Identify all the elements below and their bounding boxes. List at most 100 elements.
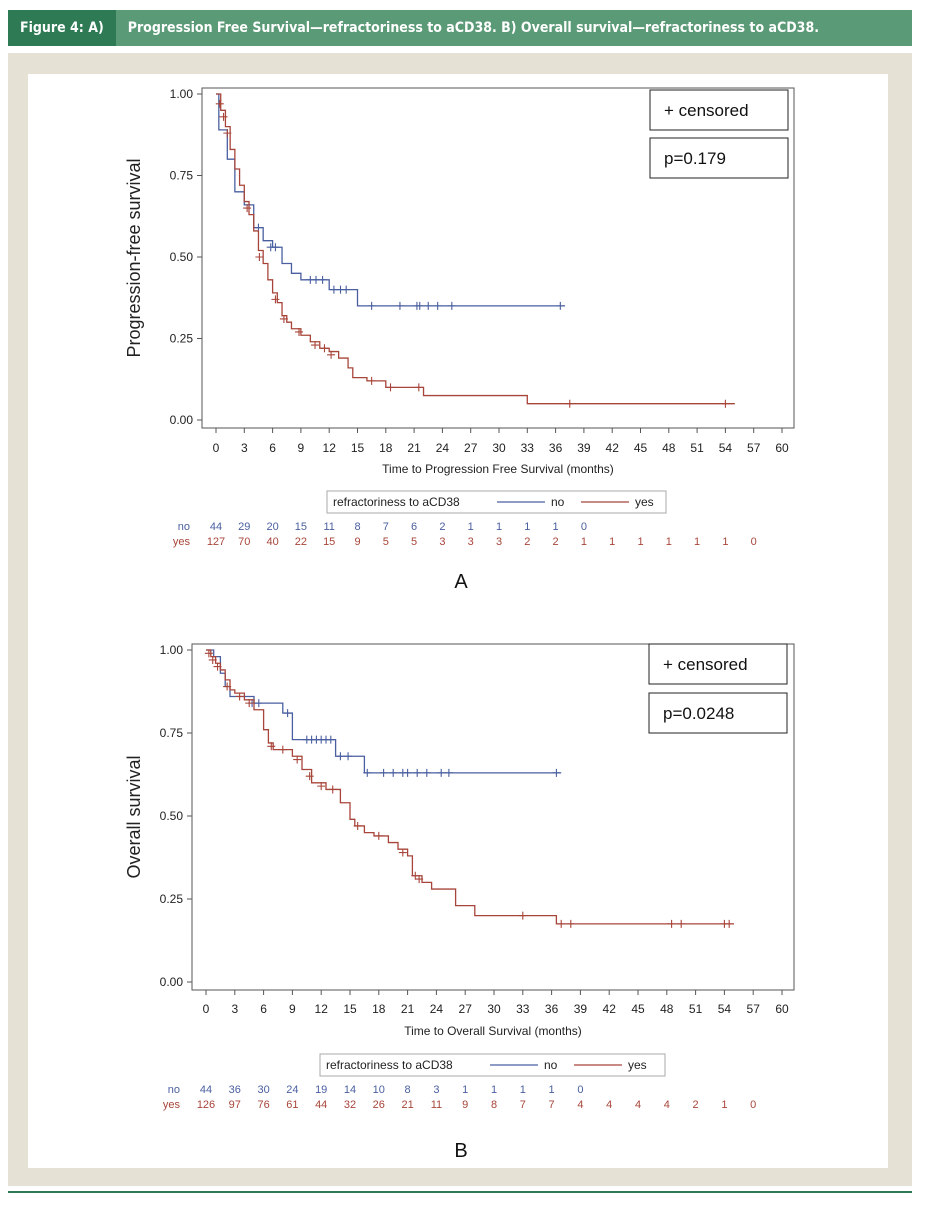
chart-b-at-risk-no: 10	[373, 1084, 385, 1096]
chart-a-at-risk-yes: 3	[468, 536, 474, 548]
chart-a-x-tick-label: 51	[690, 441, 704, 455]
chart-b-x-tick-label: 60	[775, 1002, 789, 1016]
chart-b-x-tick-label: 21	[401, 1002, 415, 1016]
chart-a-at-risk-yes: 5	[383, 536, 389, 548]
chart-b-at-risk-no: 1	[462, 1084, 468, 1096]
chart-b-censor-mark-yes	[518, 911, 527, 920]
chart-b-censor-mark-no	[389, 768, 398, 777]
chart-a-x-axis-title: Time to Progression Free Survival (month…	[382, 462, 614, 476]
chart-a: 0 3 6 9 12 15 18 21 24 27 30 33 36 39 42 45 48 51 54 57 600.…	[124, 87, 795, 593]
chart-a-x-tick-label: 48	[662, 441, 676, 455]
chart-b-at-risk-label-no: no	[168, 1084, 180, 1096]
chart-b-at-risk-yes: 7	[520, 1099, 526, 1111]
chart-b-censor-mark-yes	[278, 745, 287, 754]
chart-a-at-risk-no: 0	[581, 521, 587, 533]
chart-a-at-risk-no: 1	[496, 521, 502, 533]
chart-a-at-risk-yes: 2	[524, 536, 530, 548]
chart-b-at-risk-yes: 7	[549, 1099, 555, 1111]
chart-b-at-risk-no: 0	[577, 1084, 583, 1096]
chart-b-x-tick-label: 45	[631, 1002, 645, 1016]
chart-b-censor-mark-no	[283, 709, 292, 718]
chart-a-at-risk-yes: 127	[207, 536, 225, 548]
chart-a-censor-mark-no	[556, 301, 565, 310]
chart-b-censor-mark-no	[444, 768, 453, 777]
chart-a-at-risk-yes: 9	[354, 536, 360, 548]
chart-b-series-yes-line	[206, 649, 734, 925]
chart-b-y-tick-label: 0.75	[160, 726, 184, 740]
chart-a-censor-mark-yes	[367, 376, 376, 385]
chart-a-x-tick-label: 21	[407, 441, 421, 455]
chart-b-censor-mark-no	[379, 768, 388, 777]
chart-b-x-tick-label: 27	[459, 1002, 473, 1016]
chart-a-p-value-box-text: p=0.179	[664, 149, 726, 168]
chart-a-censor-mark-no	[447, 301, 456, 310]
chart-b-x-tick-label: 42	[603, 1002, 617, 1016]
chart-b-at-risk-no: 44	[200, 1084, 212, 1096]
chart-b-x-tick-label: 15	[343, 1002, 357, 1016]
chart-b-censor-mark-yes	[557, 919, 566, 928]
chart-a-censor-mark-yes	[279, 314, 288, 323]
chart-b-at-risk-yes: 11	[431, 1099, 442, 1111]
chart-b: 0 3 6 9 12 15 18 21 24 27 30 33 36 39 42 45 48 51 54 57 600.…	[124, 643, 795, 1162]
chart-a-censor-mark-yes	[320, 344, 329, 353]
figure-header: Figure 4: A) Progression Free Survival—r…	[8, 10, 912, 46]
chart-b-censor-mark-no	[413, 768, 422, 777]
chart-a-x-tick-label: 45	[634, 441, 648, 455]
chart-a-x-tick-label: 15	[351, 441, 365, 455]
chart-b-censor-mark-no	[552, 768, 561, 777]
chart-b-y-tick-label: 0.50	[160, 809, 184, 823]
chart-a-censor-mark-yes	[386, 383, 395, 392]
chart-b-at-risk-no: 19	[315, 1084, 327, 1096]
chart-b-censor-mark-no	[254, 699, 263, 708]
chart-a-y-tick-label: 0.25	[170, 332, 194, 346]
chart-a-at-risk-no: 1	[553, 521, 559, 533]
chart-b-censor-mark-yes	[213, 662, 222, 671]
chart-a-x-tick-label: 39	[577, 441, 591, 455]
chart-a-x-tick-label: 3	[241, 441, 248, 455]
chart-b-at-risk-yes: 21	[401, 1099, 413, 1111]
chart-b-censor-mark-yes	[223, 682, 232, 691]
chart-b-at-risk-yes: 4	[577, 1099, 583, 1111]
chart-b-at-risk-no: 1	[520, 1084, 526, 1096]
chart-b-censor-mark-yes	[415, 875, 424, 884]
chart-a-at-risk-yes: 3	[496, 536, 502, 548]
chart-b-censor-mark-no	[336, 752, 345, 761]
chart-b-censor-mark-yes	[293, 755, 302, 764]
chart-a-p-value-box	[649, 137, 789, 179]
chart-b-censor-mark-no	[422, 768, 431, 777]
chart-a-at-risk-yes: 1	[694, 536, 700, 548]
chart-a-censor-mark-no	[318, 275, 327, 284]
chart-b-y-tick-label: 0.25	[160, 892, 184, 906]
chart-b-x-tick-label: 30	[487, 1002, 501, 1016]
chart-a-at-risk-no: 6	[411, 521, 417, 533]
chart-b-censor-mark-yes	[398, 848, 407, 857]
chart-b-x-tick-label: 39	[574, 1002, 588, 1016]
chart-a-at-risk-no: 15	[295, 521, 307, 533]
chart-a-at-risk-yes: 3	[439, 536, 445, 548]
chart-a-censor-mark-yes	[295, 327, 304, 336]
chart-b-at-risk-no: 1	[491, 1084, 497, 1096]
chart-b-at-risk-no: 24	[286, 1084, 298, 1096]
chart-b-censor-mark-no	[326, 735, 335, 744]
chart-a-censor-mark-yes	[219, 112, 228, 121]
chart-b-legend-title: refractoriness to aCD38	[326, 1058, 453, 1072]
chart-a-censor-mark-yes	[327, 350, 336, 359]
chart-a-censor-mark-no	[424, 301, 433, 310]
chart-b-censor-mark-yes	[204, 649, 213, 658]
chart-a-y-tick-label: 0.00	[170, 413, 194, 427]
chart-a-x-tick-label: 33	[521, 441, 535, 455]
chart-a-censored-note-box-text: + censored	[664, 101, 749, 120]
figure-panel	[28, 74, 888, 1168]
chart-b-series-no-line	[206, 649, 562, 774]
chart-b-x-tick-label: 9	[289, 1002, 296, 1016]
chart-a-legend-title: refractoriness to aCD38	[333, 495, 460, 509]
chart-a-y-tick-label: 1.00	[170, 87, 194, 101]
chart-b-censor-mark-yes	[245, 699, 254, 708]
chart-a-x-tick-label: 27	[464, 441, 478, 455]
chart-a-censor-mark-no	[415, 301, 424, 310]
chart-a-censor-mark-no	[395, 301, 404, 310]
chart-a-at-risk-no: 29	[238, 521, 250, 533]
chart-a-at-risk-no: 1	[524, 521, 530, 533]
chart-b-x-tick-label: 57	[747, 1002, 761, 1016]
